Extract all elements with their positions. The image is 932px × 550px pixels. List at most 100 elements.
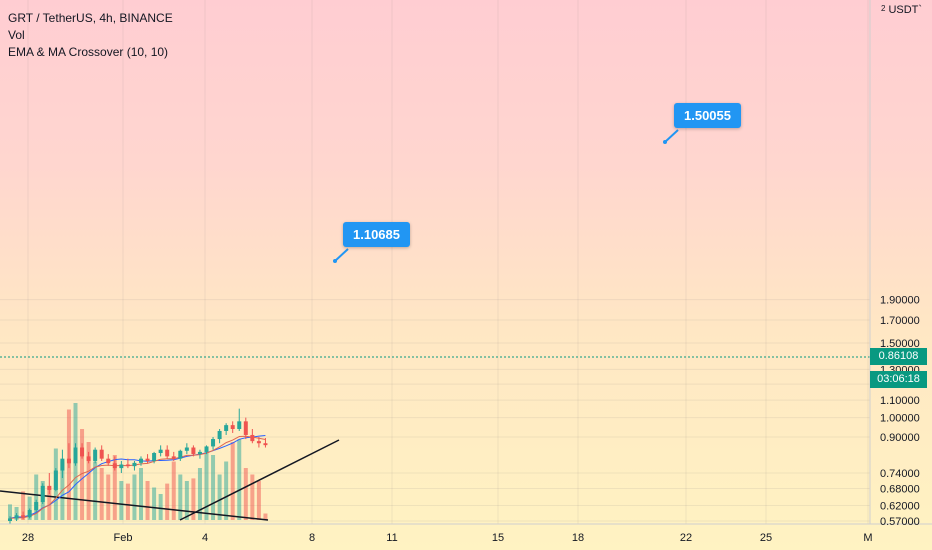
price-callout-1[interactable]: 1.10685 [343,222,410,247]
candle-body[interactable] [178,450,183,459]
price-tick-label: 0.90000 [880,432,920,444]
price-tick-label: 0.74000 [880,468,920,480]
ma-line [9,435,266,519]
candle-body[interactable] [106,458,111,464]
callout-pointer-1 [334,248,349,262]
volume-bar [132,474,137,520]
ema-line [9,435,266,519]
symbol-title[interactable]: GRT / TetherUS, 4h, BINANCE [8,11,173,25]
candle-body[interactable] [184,447,189,451]
candle-body[interactable] [40,485,45,503]
volume-bar [27,496,32,520]
candle-body[interactable] [53,470,58,490]
candle-body[interactable] [47,485,52,490]
time-tick-label: 22 [680,532,692,544]
volume-bar [93,461,98,520]
time-tick-label: 11 [386,532,397,544]
time-axis[interactable]: 28 Feb 4 8 11 15 18 22 25 M [22,532,873,544]
price-tick-label: 0.62000 [880,501,920,513]
candle-body[interactable] [119,464,124,469]
volume-bar [217,474,222,520]
candle-body[interactable] [27,510,32,518]
indicator-volume[interactable]: Vol [8,28,25,42]
currency-label[interactable]: 2 USDT` [881,4,922,16]
volume-bar [197,468,202,520]
volume-bar [237,439,242,520]
volume-bar [34,474,39,520]
indicator-ema-ma[interactable]: EMA & MA Crossover (10, 10) [8,45,169,59]
volume-bar [243,468,248,520]
price-callout-2[interactable]: 1.50055 [674,103,741,128]
candle-body[interactable] [132,462,137,467]
volume-bar [119,481,124,520]
candle-body[interactable] [99,449,104,459]
callout-anchor-1 [333,259,337,263]
candle-body[interactable] [86,456,91,461]
volume-bar [86,442,91,520]
candle-body[interactable] [112,463,117,469]
volume-bar [165,483,170,520]
volume-bar [125,483,130,520]
candle-body[interactable] [14,515,19,519]
volume-bar [171,461,176,520]
candle-body[interactable] [204,446,209,452]
candle-body[interactable] [243,421,248,435]
candle-body[interactable] [263,443,268,446]
trendline-upper[interactable] [179,439,340,521]
candle-body[interactable] [250,434,255,442]
volume-bar [224,461,229,520]
candle-body[interactable] [230,425,235,430]
candle-body[interactable] [139,458,143,463]
time-tick-label: 4 [202,532,208,544]
volume-bar [112,455,117,520]
candle-body[interactable] [217,430,222,440]
candle-body[interactable] [145,458,150,461]
candle-body[interactable] [211,439,216,447]
candle-body[interactable] [256,441,261,444]
volume-bar [152,487,157,520]
price-tick-label: 1.70000 [880,315,920,327]
volume-bar [204,448,209,520]
volume-bar [263,513,268,520]
callout-anchor-2 [663,140,667,144]
candle-body[interactable] [8,518,12,522]
grid [0,0,870,524]
candle-body[interactable] [224,425,229,431]
candle-body[interactable] [125,464,130,467]
callout-pointers [333,129,679,263]
volume-bar [250,474,255,520]
candle-body[interactable] [237,421,242,430]
candle-body[interactable] [60,458,65,471]
volume-bars [8,403,268,520]
candle-body[interactable] [93,449,98,461]
candle-body[interactable] [66,458,71,464]
price-tick-label: 1.00000 [880,413,920,425]
time-tick-label: Feb [114,532,133,544]
candle-body[interactable] [152,453,157,461]
volume-bar [8,504,12,520]
volume-bar [191,478,196,520]
time-tick-label: 18 [572,532,584,544]
candle-body[interactable] [171,456,176,459]
price-tick-label: 0.57000 [880,516,920,528]
candles[interactable] [8,408,268,525]
candle-body[interactable] [165,449,170,457]
price-axis[interactable]: 1.900001.700001.500001.300001.200001.100… [880,295,920,528]
price-tick-label: 1.90000 [880,295,920,307]
candle-body[interactable] [73,447,78,464]
price-tick-label: 1.50000 [880,338,920,350]
volume-bar [256,481,261,520]
candle-body[interactable] [21,515,26,518]
candle-body[interactable] [158,449,163,454]
candle-body[interactable] [191,447,196,455]
candle-body[interactable] [80,447,85,457]
time-tick-label: M [863,532,872,544]
candle-body[interactable] [197,451,202,455]
currency-unit: USDT` [888,4,923,16]
time-tick-label: 8 [309,532,315,544]
volume-bar [99,468,104,520]
callout-pointer-2 [664,129,679,143]
candle-body[interactable] [34,502,39,511]
volume-bar [80,429,85,520]
